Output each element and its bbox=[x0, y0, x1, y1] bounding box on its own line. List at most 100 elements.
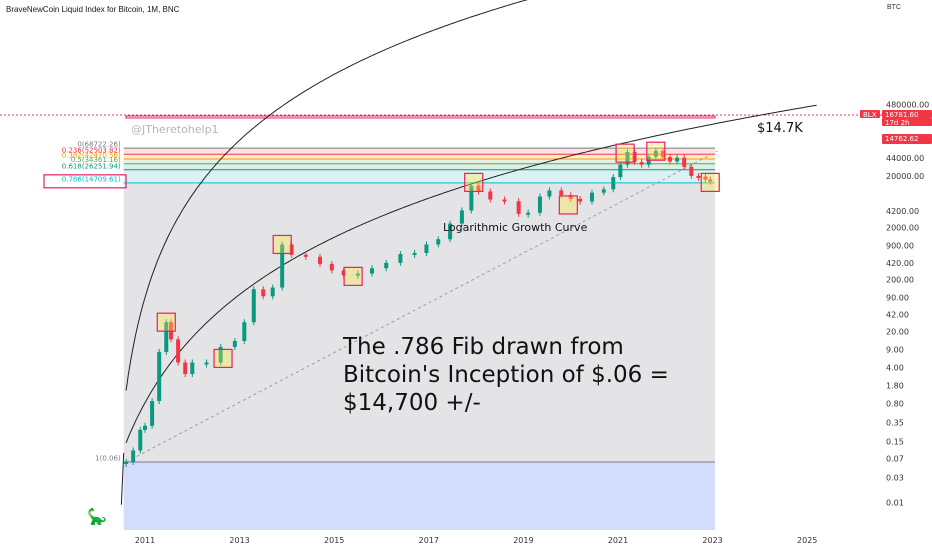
candle-1 bbox=[131, 450, 136, 462]
price-badge-0 bbox=[860, 110, 880, 118]
candle-32 bbox=[459, 210, 464, 224]
fib-zone-786-1 bbox=[123, 182, 715, 463]
highlight-box-2 bbox=[272, 234, 292, 255]
y-tick-0: 480000.00 bbox=[886, 100, 929, 109]
candle-46 bbox=[611, 177, 616, 190]
y-tick-16: 0.80 bbox=[886, 400, 904, 409]
price-badge-3 bbox=[882, 134, 932, 144]
candle-37 bbox=[516, 201, 521, 214]
candle-43 bbox=[578, 198, 583, 202]
y-tick-4: 20000.00 bbox=[886, 172, 924, 181]
candle-8 bbox=[176, 339, 181, 363]
y-tick-14: 4.00 bbox=[886, 364, 904, 373]
price-badge-text-1: 16781.60 bbox=[885, 111, 918, 119]
price-badge-1 bbox=[882, 110, 932, 118]
y-tick-11: 42.00 bbox=[886, 311, 909, 320]
x-tick-6: 2023 bbox=[702, 536, 722, 545]
candle-54 bbox=[668, 157, 673, 162]
fib-label-0: 0(68722.26) bbox=[77, 141, 121, 149]
highlight-box-3 bbox=[343, 266, 363, 286]
highlight-box-4 bbox=[464, 172, 484, 192]
candle-25 bbox=[370, 268, 375, 274]
fib-label-6: 1(0.06) bbox=[95, 455, 121, 463]
x-tick-5: 2021 bbox=[608, 536, 628, 545]
candle-3 bbox=[143, 425, 147, 430]
x-tick-4: 2019 bbox=[513, 536, 533, 545]
candle-42 bbox=[568, 195, 573, 199]
candle-20 bbox=[303, 254, 308, 257]
candle-36 bbox=[502, 199, 507, 202]
candle-12 bbox=[218, 346, 223, 363]
candle-10 bbox=[190, 362, 195, 374]
y-tick-15: 1.80 bbox=[886, 381, 904, 390]
fib-786-highlight bbox=[125, 115, 716, 119]
highlight-box-1 bbox=[213, 348, 233, 368]
fib-zone-4 bbox=[123, 169, 715, 183]
highlight-box-7 bbox=[646, 141, 666, 161]
candle-5 bbox=[157, 351, 162, 402]
candle-57 bbox=[689, 166, 694, 176]
price-badge-text-3: 14762.62 bbox=[885, 135, 918, 143]
y-tick-9: 200.00 bbox=[886, 276, 914, 285]
candle-31 bbox=[448, 223, 453, 240]
y-tick-6: 2000.00 bbox=[886, 224, 919, 233]
upper-growth-curve bbox=[125, 0, 528, 391]
fib-anchor-line bbox=[120, 452, 125, 505]
fib-label-3: 0.5(34361.16) bbox=[71, 156, 121, 164]
y-tick-3: 44000.00 bbox=[886, 154, 924, 163]
candle-22 bbox=[329, 263, 334, 271]
candle-15 bbox=[251, 289, 256, 323]
fib-label-2: 0.382(42470.56) bbox=[62, 151, 121, 159]
y-tick-12: 20.00 bbox=[886, 327, 909, 336]
candle-35 bbox=[488, 191, 493, 200]
candle-52 bbox=[653, 150, 658, 157]
candle-56 bbox=[682, 157, 687, 167]
currency-label: BTC bbox=[887, 4, 901, 11]
thesis-line-3: $14,700 +/- bbox=[343, 390, 481, 416]
y-tick-21: 0.01 bbox=[886, 498, 904, 507]
candle-55 bbox=[675, 157, 680, 162]
highlight-box-0 bbox=[156, 312, 176, 332]
candle-16 bbox=[261, 289, 266, 297]
fib-zone-2 bbox=[123, 158, 715, 164]
candle-38 bbox=[526, 212, 531, 215]
candle-14 bbox=[242, 322, 247, 342]
y-tick-20: 0.03 bbox=[886, 474, 904, 483]
candle-29 bbox=[424, 244, 429, 253]
y-tick-19: 0.07 bbox=[886, 455, 904, 464]
candle-53 bbox=[660, 150, 665, 158]
candle-24 bbox=[355, 273, 360, 276]
candle-2 bbox=[138, 429, 143, 451]
candle-44 bbox=[589, 192, 594, 202]
candle-41 bbox=[559, 190, 564, 196]
y-tick-17: 0.35 bbox=[886, 418, 904, 427]
y-tick-5: 4200.00 bbox=[886, 207, 919, 216]
author-watermark: @JTheretohelp1 bbox=[131, 123, 219, 136]
candle-26 bbox=[384, 262, 389, 269]
y-tick-7: 900.00 bbox=[886, 242, 914, 251]
candle-50 bbox=[639, 162, 644, 165]
dino-logo-icon: 🦕 bbox=[87, 509, 107, 526]
candle-39 bbox=[537, 196, 542, 213]
price-badge-text-0: BLX bbox=[863, 111, 877, 119]
fib-zone-1 bbox=[123, 154, 715, 159]
candle-27 bbox=[398, 254, 403, 263]
highlight-box-5 bbox=[558, 195, 578, 215]
candle-45 bbox=[601, 189, 606, 193]
highlight-box-6 bbox=[615, 143, 635, 163]
candle-17 bbox=[270, 287, 275, 297]
price-target-label: $14.7K bbox=[757, 121, 803, 136]
fib-zone-below-1 bbox=[123, 462, 715, 530]
x-tick-1: 2013 bbox=[229, 536, 249, 545]
candle-4 bbox=[150, 401, 155, 426]
highlight-box-8 bbox=[700, 172, 720, 192]
y-tick-10: 90.00 bbox=[886, 293, 909, 302]
candle-30 bbox=[436, 239, 441, 245]
x-tick-3: 2017 bbox=[419, 536, 439, 545]
candle-0 bbox=[124, 462, 129, 464]
thesis-text: The .786 Fib drawn from Bitcoin's Incept… bbox=[343, 333, 669, 417]
x-tick-2: 2015 bbox=[324, 536, 344, 545]
thesis-line-2: Bitcoin's Inception of $.06 = bbox=[343, 362, 669, 388]
